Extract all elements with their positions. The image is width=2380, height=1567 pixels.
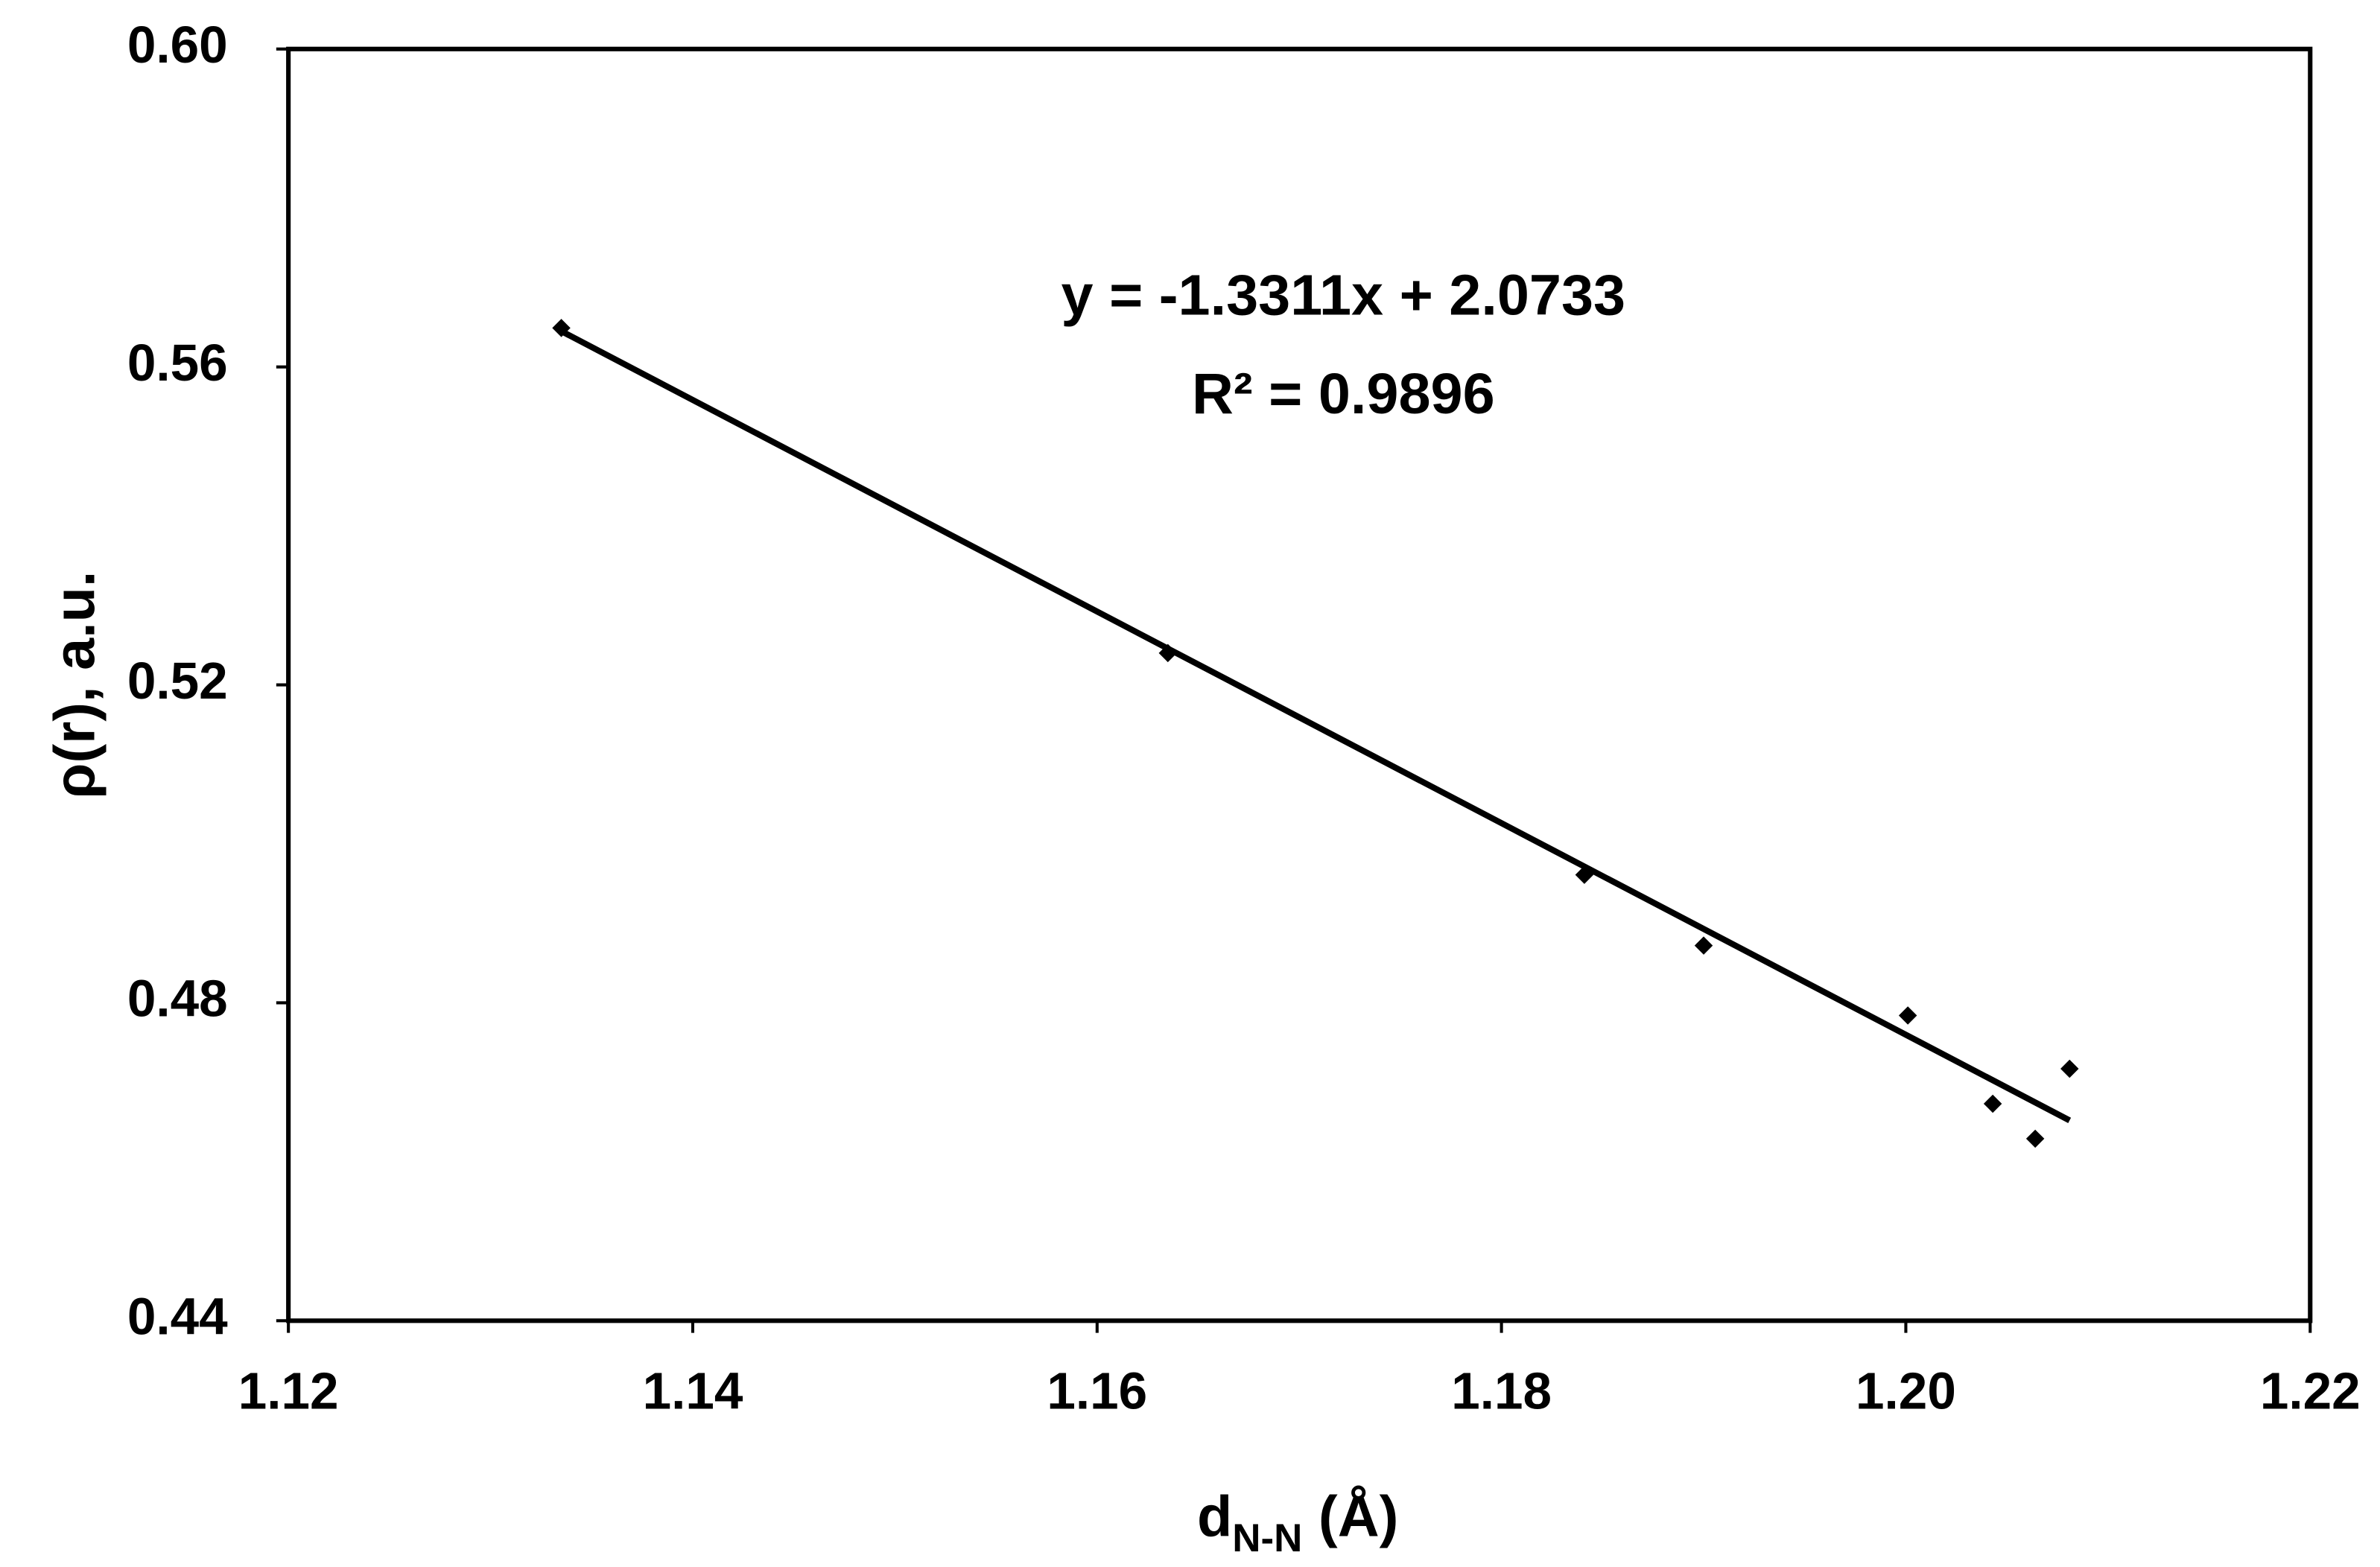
data-point <box>2025 1129 2045 1148</box>
y-tick-label: 0.56 <box>127 334 228 392</box>
y-tick-label: 0.44 <box>127 1288 228 1346</box>
x-axis-title-sub: N-N <box>1232 1516 1302 1560</box>
x-tick-label: 1.18 <box>1451 1362 1552 1420</box>
plot-frame <box>286 46 2313 1323</box>
data-point <box>1158 643 1178 663</box>
data-point <box>2060 1059 2079 1078</box>
y-tick-label: 0.60 <box>127 16 228 74</box>
x-axis-title-unit: (Å) <box>1302 1485 1398 1549</box>
data-point <box>1983 1094 2002 1113</box>
x-axis-title-main: d <box>1197 1485 1232 1549</box>
x-tick-label: 1.22 <box>2260 1362 2361 1420</box>
trendline-r2: R² = 0.9896 <box>1192 362 1495 426</box>
x-tick-label: 1.20 <box>1856 1362 1956 1420</box>
x-tick-label: 1.16 <box>1047 1362 1147 1420</box>
x-tick-label: 1.12 <box>238 1362 339 1420</box>
trendline <box>559 328 2072 1124</box>
x-tick-label: 1.14 <box>643 1362 743 1420</box>
trendline-equation: y = -1.3311x + 2.0733 <box>1062 263 1626 327</box>
data-point <box>1694 936 1713 955</box>
y-tick-label: 0.52 <box>127 652 228 710</box>
data-point <box>1898 1006 1917 1025</box>
y-axis-title: ρ(r), a.u. <box>42 571 107 799</box>
y-tick-label: 0.48 <box>127 970 228 1028</box>
x-axis-title: dN-N (Å) <box>1197 1485 1398 1560</box>
